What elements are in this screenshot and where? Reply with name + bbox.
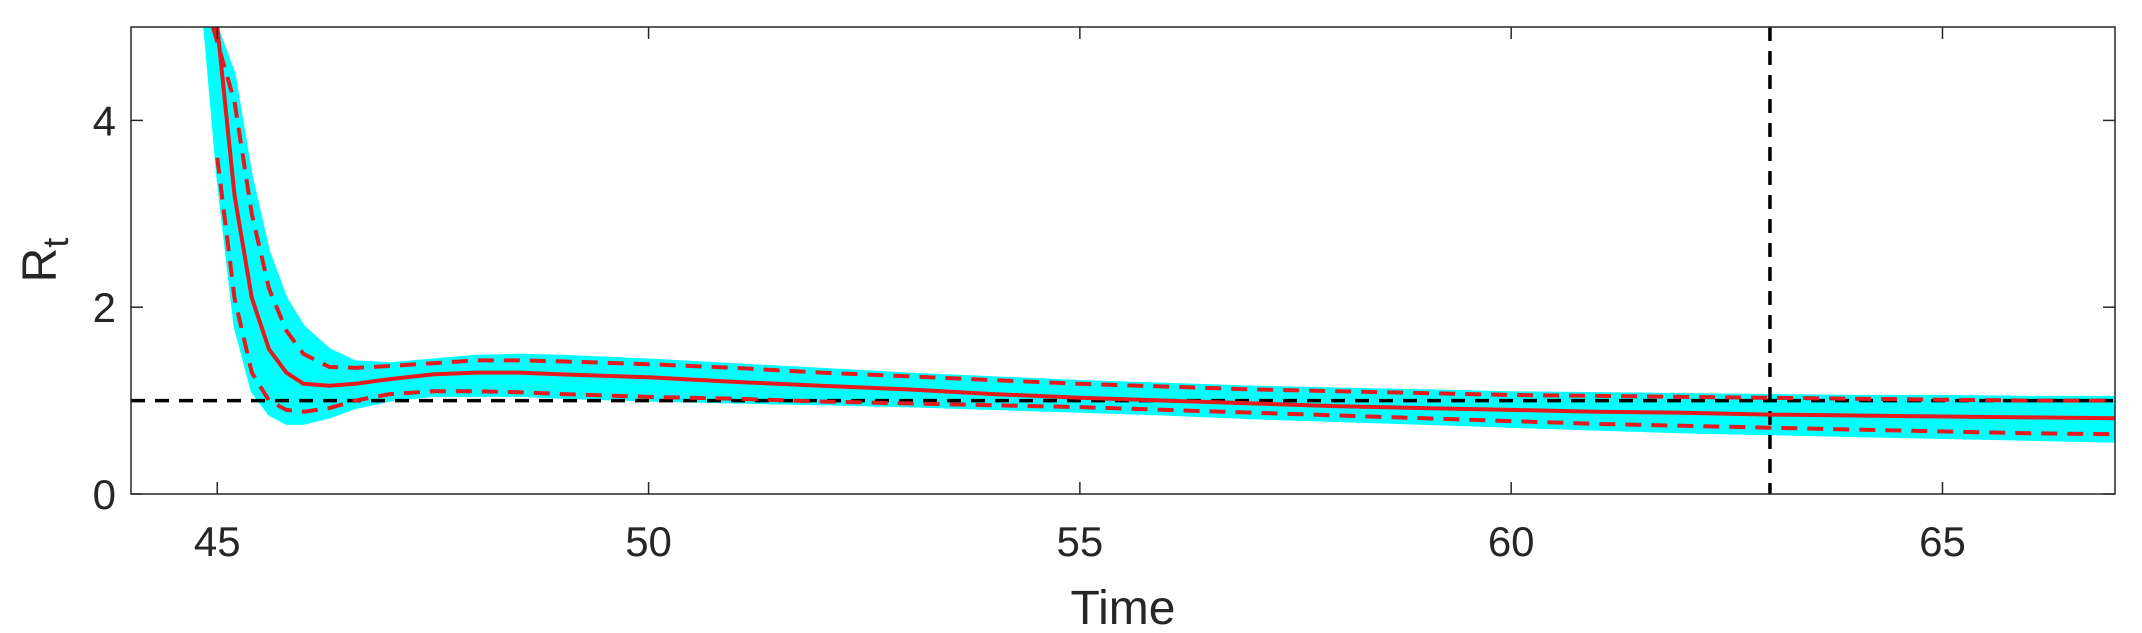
x-tick-label: 65: [1919, 518, 1966, 565]
x-axis-label: Time: [1071, 582, 1176, 633]
x-tick-label: 55: [1057, 518, 1104, 565]
series-layer: [210, 27, 2115, 437]
x-tick-label: 50: [625, 518, 672, 565]
plot-frame: [130, 26, 2116, 495]
median-line-0: [215, 27, 2115, 421]
dashed-bound-line-2: [215, 157, 2115, 437]
y-axis-label-main: R: [14, 248, 67, 283]
y-tick-label: 0: [93, 471, 116, 518]
y-tick-label: 2: [93, 284, 116, 331]
y-axis-label-subscript: t: [35, 238, 76, 248]
dashed-bound-line-1: [210, 27, 2115, 403]
y-axis-label: Rt: [14, 238, 76, 283]
x-tick-label: 60: [1488, 518, 1535, 565]
y-tick-label: 4: [93, 97, 116, 144]
tick-layer: 45 50 55 60 65 0 2 4: [93, 27, 2115, 565]
uncertainty-band: [203, 27, 2115, 443]
uncertainty-band-layer: [203, 27, 2115, 443]
x-tick-label: 45: [194, 518, 241, 565]
